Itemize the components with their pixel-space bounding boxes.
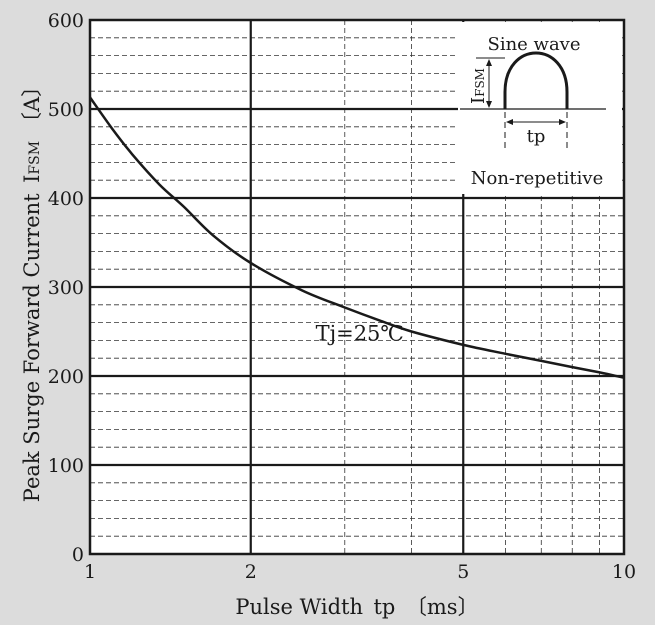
y-tick-label: 200: [48, 366, 84, 388]
y-tick-label: 300: [48, 277, 84, 299]
y-tick-label: 500: [48, 99, 84, 121]
x-tick-label: 2: [245, 561, 257, 583]
x-axis-label: Pulse Width tp 〔ms〕: [235, 595, 478, 619]
sine-wave-inset: Sine wave IFSM tp Non-repetitive: [458, 22, 622, 194]
inset-background: [458, 22, 622, 194]
inset-title: Sine wave: [487, 34, 580, 55]
x-tick-label: 10: [612, 561, 636, 583]
inset-footer: Non-repetitive: [471, 168, 604, 189]
y-axis-label: Peak Surge Forward Current IFSM〔A〕: [20, 76, 44, 502]
y-tick-labels: 0 100 200 300 400 500 600: [48, 10, 84, 566]
plot-frame: [88, 18, 626, 556]
temperature-annotation: Tj=25℃: [316, 321, 404, 345]
sine-pulse-shape: [503, 51, 569, 109]
tp-arrowheads: [506, 119, 566, 125]
inset-tp-label: tp: [527, 126, 546, 147]
y-tick-label: 100: [48, 455, 84, 477]
y-tick-label: 0: [72, 544, 84, 566]
surge-current-curve: [88, 96, 625, 380]
x-tick-label: 1: [84, 561, 96, 583]
y-tick-label: 400: [48, 188, 84, 210]
inset-amplitude-label: IFSM: [468, 68, 489, 104]
y-tick-label: 600: [48, 10, 84, 32]
x-tick-label: 5: [457, 561, 469, 583]
x-tick-labels: 1 2 5 10: [84, 561, 636, 583]
